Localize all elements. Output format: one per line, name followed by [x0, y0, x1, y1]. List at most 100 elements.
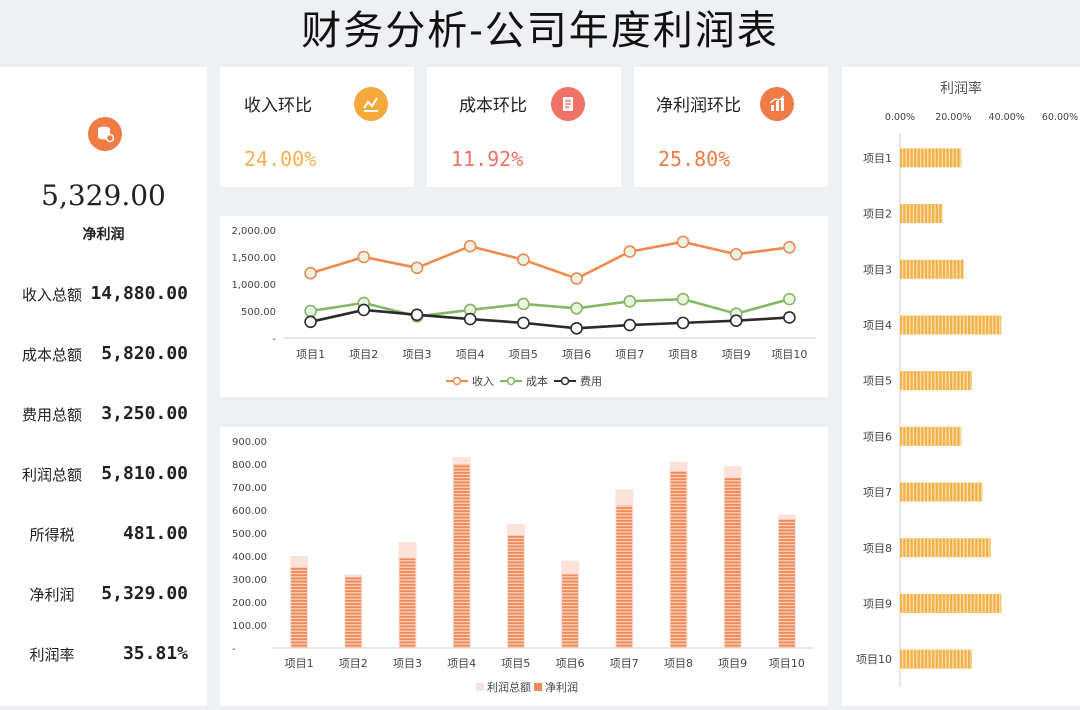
data-point: [783, 240, 796, 254]
x-tick-label: 项目9: [722, 348, 751, 361]
data-point: [357, 250, 371, 264]
bar-chart-card: - 100.00 200.00 300.00 400.00 500.00 600.00 700…: [220, 427, 828, 706]
legend-label: 成本: [526, 374, 548, 388]
margin-bar: [900, 426, 962, 446]
stat-label-net-profit: 净利润: [29, 586, 75, 604]
data-point: [783, 311, 796, 324]
x-tick-label: 项目3: [403, 348, 432, 361]
y-tick-label: 600.00: [232, 506, 267, 517]
line-chart-icon: [354, 87, 388, 121]
stat-value-expense: 3,250.00: [101, 403, 188, 424]
x-tick-label: 项目2: [339, 657, 368, 670]
bar-net-profit: [291, 567, 308, 648]
kpi-value: 11.92%: [451, 147, 524, 171]
summary-panel: 5,329.00 净利润 收入总额 14,880.00 成本总额 5,820.0…: [0, 67, 207, 706]
x-tick-label: 20.00%: [935, 112, 971, 123]
y-tick-label: 项目7: [863, 486, 892, 499]
margin-bar: [900, 593, 1002, 613]
stat-value-cost: 5,820.00: [101, 343, 188, 364]
bar-net-profit: [345, 576, 362, 648]
stat-value-margin: 35.81%: [122, 643, 188, 664]
y-tick-label: 项目2: [863, 208, 892, 221]
net-profit-label: 净利润: [82, 227, 125, 243]
data-point: [517, 316, 530, 330]
y-tick-label: 项目10: [856, 653, 892, 666]
data-point: [676, 316, 690, 330]
bar-chart: - 100.00 200.00 300.00 400.00 500.00 600.00 700…: [232, 437, 814, 694]
y-tick-label: 400.00: [232, 552, 267, 563]
margin-bar: [900, 482, 983, 502]
bar-net-profit: [778, 519, 795, 648]
series-line-费用: [310, 308, 790, 330]
data-point: [517, 297, 530, 311]
data-point: [783, 292, 796, 306]
stat-value-tax: 481.00: [122, 523, 188, 544]
stat-label-expense: 费用总额: [21, 406, 82, 424]
y-tick-label: 800.00: [232, 460, 267, 471]
x-tick-label: 项目6: [562, 348, 591, 361]
data-point: [410, 261, 424, 275]
page-title: 财务分析-公司年度利润表: [301, 8, 779, 54]
data-point: [623, 245, 637, 258]
legend-label: 收入: [472, 374, 494, 388]
y-tick-label: 500.00: [241, 307, 276, 318]
line-chart-card: - 500.00 1,000.00 1,500.00 2,000.00 项目1 项目2 项目3…: [220, 216, 828, 397]
y-tick-label: 100.00: [232, 621, 267, 632]
y-tick-label: 200.00: [232, 598, 267, 609]
x-tick-label: 项目8: [664, 657, 693, 670]
margin-bar-chart: 利润率 0.00% 20.00% 40.00% 60.00% 项目1 项目2 项目3 项目4 项目…: [856, 80, 1078, 687]
margin-chart-card: 利润率 0.00% 20.00% 40.00% 60.00% 项目1 项目2 项目3 项目4 项目…: [842, 67, 1080, 706]
y-tick-label: 项目4: [863, 319, 892, 332]
bar-chart-icon: [760, 87, 794, 121]
x-tick-label: 项目10: [771, 348, 807, 361]
x-tick-label: 项目3: [393, 657, 422, 670]
legend-marker: [452, 376, 462, 386]
x-tick-label: 项目6: [556, 657, 585, 670]
bar-net-profit: [670, 470, 687, 648]
y-tick-label: 1,500.00: [231, 253, 276, 264]
x-tick-label: 60.00%: [1042, 112, 1078, 123]
data-point: [623, 318, 637, 332]
data-point: [410, 308, 424, 322]
margin-bar: [900, 538, 991, 558]
margin-bar: [900, 259, 964, 279]
x-tick-label: 项目4: [456, 348, 485, 361]
kpi-card-net-profit: 净利润环比 25.80%: [634, 67, 828, 187]
kpi-label: 净利润环比: [656, 96, 741, 116]
y-tick-label: 项目6: [863, 430, 892, 443]
data-point: [463, 239, 477, 253]
series-line-收入: [310, 240, 790, 281]
bar-net-profit: [616, 505, 633, 648]
margin-bar: [900, 148, 962, 168]
kpi-value: 24.00%: [244, 147, 317, 171]
x-tick-label: 项目1: [296, 348, 325, 361]
x-tick-label: 40.00%: [989, 112, 1025, 123]
bar-net-profit: [399, 558, 416, 648]
y-tick-label: -: [232, 644, 236, 655]
stat-label-tax: 所得税: [29, 526, 75, 544]
data-point: [304, 266, 317, 280]
y-tick-label: -: [272, 334, 276, 345]
legend-label: 利润总额: [487, 680, 531, 694]
margin-bar: [900, 371, 972, 391]
x-tick-label: 项目7: [610, 657, 639, 670]
net-profit-value: 5,329.00: [41, 179, 166, 212]
data-point: [729, 314, 743, 328]
data-point: [676, 292, 690, 306]
x-tick-label: 项目10: [769, 657, 805, 670]
y-tick-label: 项目3: [863, 263, 892, 276]
stat-value-revenue: 14,880.00: [90, 283, 188, 304]
x-tick-label: 项目1: [285, 657, 314, 670]
bar-net-profit: [453, 464, 470, 648]
kpi-value: 25.80%: [658, 147, 731, 171]
y-tick-label: 300.00: [232, 575, 267, 586]
bar-net-profit: [507, 535, 524, 648]
line-chart: - 500.00 1,000.00 1,500.00 2,000.00 项目1 项目2 项目3…: [231, 226, 816, 388]
x-tick-label: 0.00%: [885, 112, 915, 123]
kpi-label: 成本环比: [459, 96, 527, 116]
stat-value-total-profit: 5,810.00: [101, 463, 188, 484]
kpi-card-revenue: 收入环比 24.00%: [220, 67, 414, 187]
legend-label: 净利润: [545, 680, 578, 694]
series-line-成本: [310, 297, 790, 318]
bar-net-profit: [724, 477, 741, 648]
